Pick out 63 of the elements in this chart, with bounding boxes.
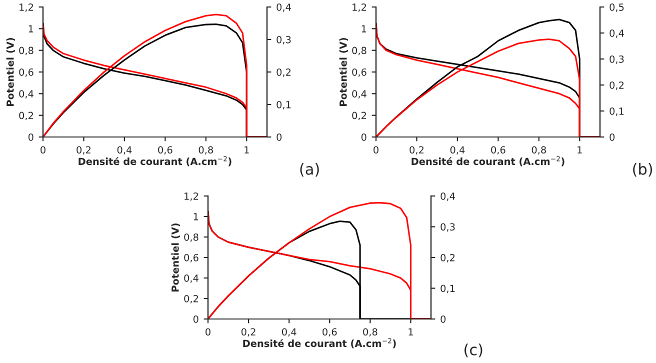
y2-tick-label: 0,1 bbox=[276, 100, 291, 110]
x-tick-label: 0,8 bbox=[198, 146, 213, 155]
x-axis-title: Densité de courant (A.cm$^{−2}$) bbox=[412, 156, 564, 166]
y2-tick-label: 0,2 bbox=[610, 81, 624, 90]
x-tick-label: 0,4 bbox=[117, 146, 132, 155]
x-tick-label: 0,2 bbox=[410, 146, 424, 155]
y2-tick-label: 0 bbox=[610, 133, 615, 141]
y-tick-label: 1,2 bbox=[20, 3, 33, 12]
y2-tick-label: 0,2 bbox=[276, 68, 291, 77]
y-tick-label: 0 bbox=[28, 133, 34, 141]
y2-tick-label: 0,5 bbox=[610, 3, 624, 12]
y-tick-label: 0 bbox=[361, 133, 366, 141]
y2-tick-label: 0,3 bbox=[440, 223, 455, 232]
x-tick-label: 0,2 bbox=[76, 146, 90, 155]
y2-tick-label: 0,3 bbox=[610, 55, 624, 64]
y2-tick-label: 0,3 bbox=[276, 36, 291, 44]
x-axis-title: Densité de courant (A.cm$^{−2}$) bbox=[78, 156, 232, 166]
y-tick-label: 1,2 bbox=[184, 192, 198, 201]
y2-tick-label: 0 bbox=[440, 315, 446, 323]
y2-tick-label: 0,4 bbox=[276, 3, 291, 12]
y-axis-title: Potentiel (V) bbox=[171, 224, 180, 292]
y-tick-label: 0,6 bbox=[184, 254, 198, 262]
y-tick-label: 0,8 bbox=[352, 46, 366, 56]
y-tick-label: 1 bbox=[362, 25, 366, 32]
x-tick-label: 0,6 bbox=[322, 328, 337, 337]
x-tick-label: 1 bbox=[408, 328, 413, 336]
y-axis-title: Potentiel (V) bbox=[6, 38, 15, 106]
text: (a) bbox=[300, 163, 319, 177]
y2-tick-label: 0,2 bbox=[440, 254, 455, 262]
y-tick-label: 0,2 bbox=[352, 112, 366, 120]
x-tick-label: 0 bbox=[374, 146, 378, 154]
y-axis-title: Potentiel (V) bbox=[339, 38, 348, 106]
y-tick-label: 0 bbox=[193, 315, 198, 323]
y-tick-label: 1,2 bbox=[352, 3, 366, 12]
y2-tick-label: 0,1 bbox=[610, 107, 624, 116]
y2-tick-label: 0,4 bbox=[610, 29, 624, 38]
text: (b) bbox=[633, 163, 652, 177]
x-tick-label: 1 bbox=[244, 146, 249, 154]
text: (c) bbox=[464, 344, 482, 358]
y-tick-label: 0,8 bbox=[184, 233, 198, 242]
y-tick-label: 0,4 bbox=[19, 90, 34, 98]
x-tick-label: 0,2 bbox=[241, 328, 256, 337]
x-axis-title: Densité de courant (A.cm$^{−2}$) bbox=[243, 338, 396, 348]
y-tick-label: 0,6 bbox=[19, 68, 34, 77]
y-tick-label: 0,8 bbox=[19, 46, 34, 56]
y-tick-label: 0,6 bbox=[352, 68, 366, 77]
x-tick-label: 0,6 bbox=[158, 146, 172, 155]
y-tick-label: 1 bbox=[28, 25, 34, 32]
x-tick-label: 0,4 bbox=[450, 146, 465, 155]
y-tick-label: 0,2 bbox=[184, 294, 198, 304]
y-tick-label: 0,4 bbox=[352, 90, 366, 98]
y-tick-label: 1 bbox=[194, 213, 198, 220]
x-tick-label: 0 bbox=[206, 328, 210, 336]
y-tick-label: 0,2 bbox=[19, 112, 33, 120]
x-tick-label: 1 bbox=[578, 146, 582, 154]
y-tick-label: 0,4 bbox=[184, 274, 198, 283]
x-tick-label: 0 bbox=[40, 146, 46, 154]
y2-tick-label: 0 bbox=[276, 133, 282, 141]
x-tick-label: 0,6 bbox=[491, 146, 506, 155]
y2-tick-label: 0,4 bbox=[440, 192, 455, 201]
y2-tick-label: 0,1 bbox=[440, 284, 455, 294]
x-tick-label: 0,4 bbox=[282, 328, 296, 337]
x-tick-label: 0,8 bbox=[532, 146, 546, 155]
